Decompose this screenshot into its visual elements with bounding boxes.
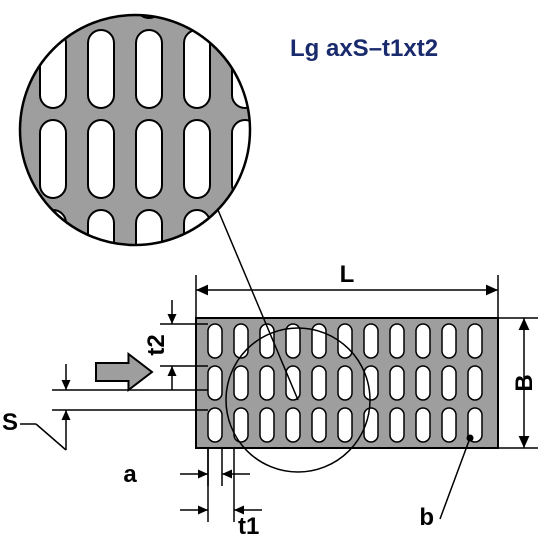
slot: [338, 366, 352, 400]
svg-text:S: S: [2, 409, 18, 436]
slot: [390, 408, 404, 442]
direction-arrow: [96, 354, 152, 390]
slot: [416, 366, 430, 400]
svg-text:t1: t1: [238, 513, 259, 540]
magnified-slot: [184, 0, 210, 18]
slot: [468, 366, 482, 400]
magnified-slot: [88, 210, 114, 288]
slot: [390, 324, 404, 358]
magnified-slot: [232, 210, 258, 288]
slot: [312, 408, 326, 442]
svg-text:a: a: [123, 461, 137, 488]
magnified-slot: [0, 210, 18, 288]
perforated-plate: [196, 318, 498, 448]
magnified-slot: [40, 210, 66, 288]
dimension-B: B: [498, 318, 538, 448]
magnified-slot: [88, 120, 114, 198]
magnified-slot: [136, 30, 162, 108]
slot: [338, 408, 352, 442]
svg-text:t2: t2: [143, 334, 170, 355]
magnified-slot: [184, 120, 210, 198]
slot: [260, 366, 274, 400]
magnified-slot: [40, 0, 66, 18]
slot: [442, 408, 456, 442]
slot: [234, 366, 248, 400]
slot: [364, 324, 378, 358]
magnified-slot: [88, 0, 114, 18]
label-b: b: [419, 504, 434, 531]
b-callout-line: [440, 438, 470, 519]
slot: [234, 324, 248, 358]
magnified-slot: [136, 120, 162, 198]
slot: [468, 324, 482, 358]
slot: [286, 408, 300, 442]
slot: [442, 366, 456, 400]
dimension-t1: t1: [180, 448, 262, 540]
magnified-slot: [232, 0, 258, 18]
slot: [442, 324, 456, 358]
slot: [260, 324, 274, 358]
magnified-slot: [40, 120, 66, 198]
magnified-slot: [88, 30, 114, 108]
slot: [364, 366, 378, 400]
svg-text:L: L: [340, 261, 355, 288]
slot: [208, 408, 222, 442]
formula-title: Lg axS–t1xt2: [290, 35, 438, 62]
magnified-slot: [136, 210, 162, 288]
slot: [312, 366, 326, 400]
magnified-slot: [0, 120, 18, 198]
magnified-slot: [184, 30, 210, 108]
dimension-L: L: [196, 261, 498, 318]
svg-text:B: B: [511, 374, 538, 391]
slot: [208, 324, 222, 358]
slot: [416, 324, 430, 358]
slot: [208, 366, 222, 400]
dimension-a: a: [123, 448, 250, 488]
slot: [390, 366, 404, 400]
magnified-slot: [0, 30, 18, 108]
slot: [260, 408, 274, 442]
magnified-slot: [0, 0, 18, 18]
slot: [416, 408, 430, 442]
slot: [286, 366, 300, 400]
